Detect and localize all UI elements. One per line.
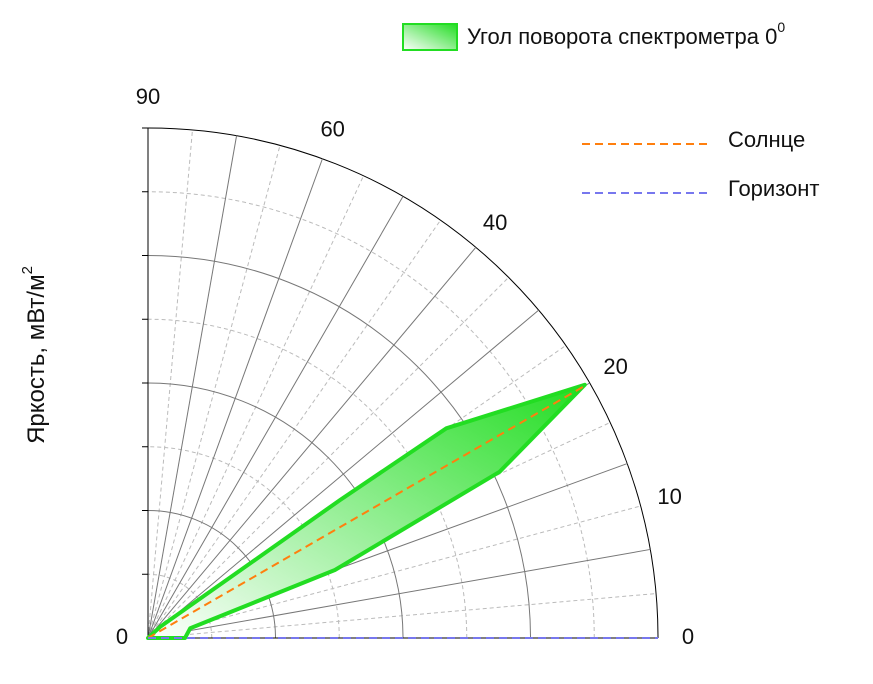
y-axis-label-text: Яркость, мВт/м xyxy=(23,274,50,444)
theta-grid xyxy=(147,158,323,639)
theta-tick-label: 60 xyxy=(320,116,344,141)
r-grid xyxy=(147,382,404,639)
r-grid-minor xyxy=(147,191,595,639)
legend-swatch xyxy=(402,23,458,51)
legend-label-sup: 0 xyxy=(777,19,785,35)
theta-grid xyxy=(147,548,651,639)
r-grid xyxy=(147,127,659,639)
theta-tick-label: 40 xyxy=(483,210,507,235)
legend-label-text: Угол поворота спектрометра 0 xyxy=(467,24,777,49)
y-axis-label-sup: 2 xyxy=(19,266,36,274)
theta-tick-label: 10 xyxy=(657,484,681,509)
theta-grid xyxy=(147,246,477,639)
theta-grid xyxy=(147,196,404,639)
theta-tick-label: 20 xyxy=(603,354,627,379)
r-grid xyxy=(147,255,531,639)
r-origin-label: 0 xyxy=(116,624,128,649)
theta-grid xyxy=(147,309,540,639)
r-grid-minor xyxy=(147,318,468,639)
theta-tick-label: 0 xyxy=(682,624,694,649)
legend-label: Горизонт xyxy=(728,176,820,201)
y-axis-label: Яркость, мВт/м2 xyxy=(19,266,50,444)
line xyxy=(147,384,586,639)
legend-label: Солнце xyxy=(728,127,805,152)
theta-tick-label: 90 xyxy=(136,84,160,109)
r-grid xyxy=(147,510,276,639)
theta-grid xyxy=(147,135,238,639)
legend-label: Угол поворота спектрометра 00 xyxy=(467,19,785,49)
